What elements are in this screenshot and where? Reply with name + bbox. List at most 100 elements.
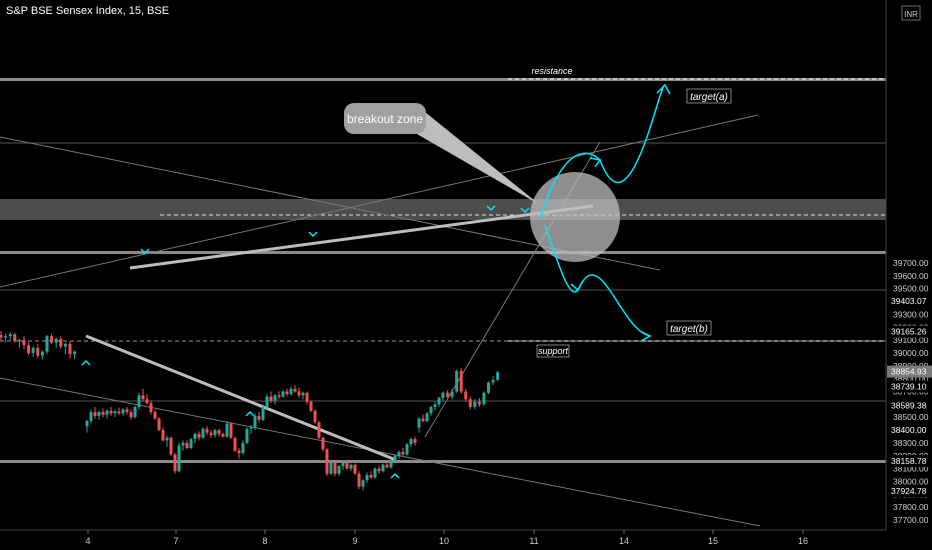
price-tick-label: 38800.00 [893, 374, 929, 384]
candle-body [261, 406, 265, 420]
breakout-band [0, 199, 886, 220]
arrowhead-target-a [656, 83, 671, 95]
price-label-box [887, 455, 932, 468]
pivot-high-marker [140, 248, 150, 255]
support-label: support [538, 346, 569, 356]
candle-body [305, 392, 309, 402]
candle-body [329, 462, 333, 474]
candle-body [4, 336, 8, 338]
candle-body [177, 445, 181, 472]
price-tick-label: 37700.00 [893, 515, 929, 525]
candle-body [450, 391, 454, 397]
target-a-box [686, 88, 732, 104]
candle-body [68, 343, 72, 355]
price-label-box [887, 399, 932, 412]
candle-body [265, 396, 269, 407]
candle-body [377, 468, 381, 472]
candle-body [433, 404, 437, 407]
candle-body [333, 462, 337, 474]
candle-body [85, 421, 89, 427]
candle-body [297, 391, 301, 396]
candle-body [225, 423, 229, 437]
resistance-line [0, 78, 886, 81]
currency-badge-text: INR [904, 10, 918, 19]
wedge-upper-trendline [129, 204, 594, 270]
currency-badge[interactable]: INR [901, 5, 921, 21]
candle-body [129, 412, 133, 418]
candle-body [31, 347, 35, 353]
candle-body [373, 468, 377, 478]
pivot-high-marker [486, 205, 496, 212]
price-label: 37924.78 [891, 486, 927, 496]
wedge-lower-trendline [85, 334, 397, 462]
candle-body [73, 351, 77, 355]
candle-body [349, 464, 353, 469]
candle-body [249, 427, 253, 429]
candle-body [185, 442, 189, 449]
price-label: 39403.07 [891, 296, 927, 306]
candle-body [293, 388, 297, 392]
time-tick-label: 11 [529, 536, 538, 546]
support-label-box [536, 344, 570, 358]
time-tick-label: 16 [798, 536, 808, 546]
candle-body [221, 433, 225, 437]
candle-body [145, 399, 149, 404]
candle-body [437, 397, 441, 405]
candle-body [468, 399, 472, 407]
candle-body [117, 411, 121, 414]
candle-body [353, 464, 357, 474]
candle-body [389, 460, 393, 468]
candle-body [491, 379, 495, 383]
candle-body [193, 433, 197, 440]
price-label: 38854.93 [891, 367, 927, 377]
candle-body [59, 338, 63, 347]
candle-body [459, 370, 463, 392]
candle-body [45, 336, 49, 352]
price-label: 38158.78 [891, 456, 927, 466]
price-label-box [887, 365, 932, 378]
candle-body [337, 466, 341, 474]
candle-body [209, 432, 213, 436]
candle-body [101, 412, 105, 415]
candle-body [321, 437, 325, 450]
projection-up-path [539, 84, 666, 219]
price-label: 38400.00 [891, 425, 927, 435]
candle-body [157, 418, 161, 431]
projection-paths [530, 83, 671, 342]
candle-body [281, 391, 285, 397]
arrowhead-down-mid [570, 280, 584, 292]
candle-body [385, 464, 389, 468]
candle-body [22, 340, 26, 346]
candle-body [313, 410, 317, 423]
candle-body [229, 423, 233, 438]
candle-body [189, 439, 193, 449]
candle-body [477, 401, 481, 405]
candle-body [482, 392, 486, 405]
candle-body [137, 395, 141, 407]
candle-body [393, 455, 397, 461]
candle-body [241, 442, 245, 454]
time-tick-label: 15 [708, 536, 718, 546]
candle-body [325, 449, 329, 474]
target-a-label: target(a) [690, 92, 728, 103]
price-tick-label: 39600.00 [893, 271, 929, 281]
candle-body [429, 406, 433, 414]
candle-body [269, 396, 273, 401]
candle-body [197, 433, 201, 438]
candle-body [285, 391, 289, 395]
candle-body [0, 334, 3, 338]
price-tick-label: 38100.00 [893, 464, 929, 474]
candle-body [357, 473, 361, 487]
price-label-box [887, 485, 932, 498]
candles [0, 331, 500, 491]
candle-body [245, 428, 249, 443]
price-tick-label: 39000.00 [893, 348, 929, 358]
price-label: 38589.38 [891, 401, 927, 411]
price-tick-label: 39300.00 [893, 309, 929, 319]
callout-text: breakout zone [347, 112, 423, 126]
candle-body [405, 444, 409, 455]
candle-body [8, 334, 12, 337]
candle-body [309, 401, 313, 411]
candle-body [253, 415, 257, 428]
